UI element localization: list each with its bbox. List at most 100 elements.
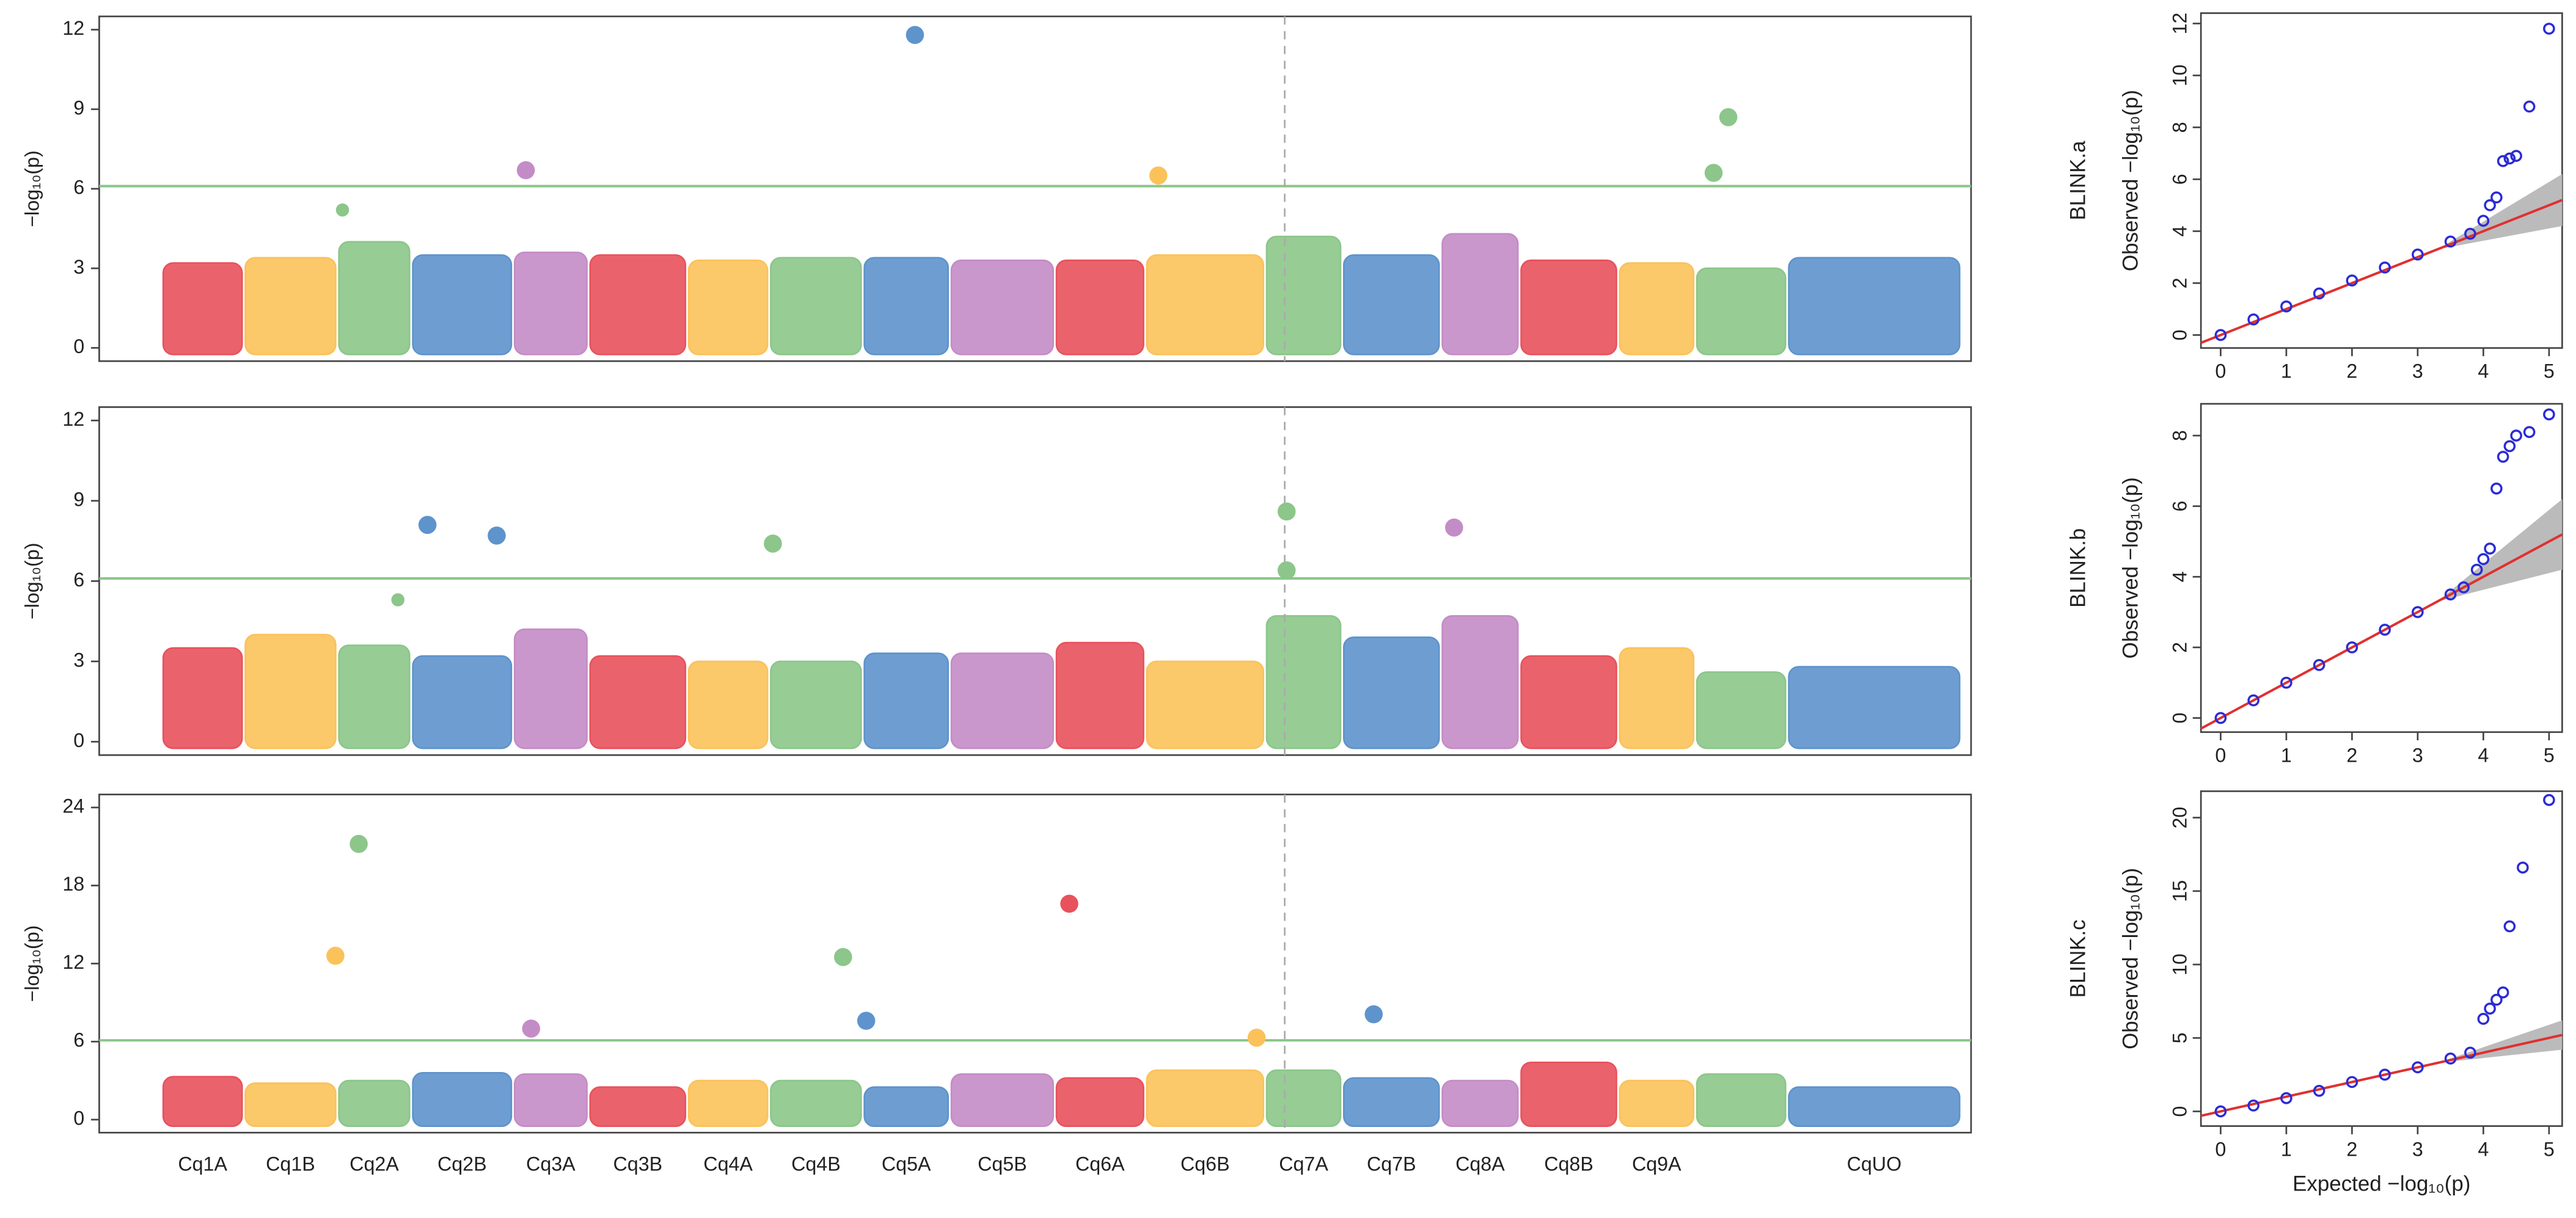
qq-point <box>2247 1099 2259 1112</box>
qq-point <box>2490 191 2503 204</box>
y-tick-label: 6 <box>73 177 84 199</box>
significant-marker <box>1149 166 1168 185</box>
qq-point <box>2247 313 2259 326</box>
qq-point <box>2497 986 2509 999</box>
y-tick-label: 20 <box>2168 807 2190 829</box>
marker-cloud <box>162 1076 243 1128</box>
qq-point <box>2503 152 2516 165</box>
significant-marker <box>1445 518 1463 537</box>
marker-cloud <box>1696 1073 1787 1128</box>
y-tick-label: 0 <box>2168 329 2190 340</box>
marker-cloud <box>513 628 588 749</box>
reference-line <box>2200 1034 2563 1117</box>
qq-point <box>2484 542 2496 555</box>
marker-cloud <box>1055 1077 1144 1128</box>
qq-point <box>2510 150 2522 162</box>
qq-point <box>2543 408 2555 421</box>
y-tick-label: 9 <box>73 488 84 510</box>
qq-point <box>2470 563 2483 576</box>
marker-cloud <box>1788 666 1961 749</box>
reference-line <box>2200 533 2563 730</box>
qq-point <box>2280 676 2292 689</box>
marker-cloud <box>1619 647 1695 749</box>
qq-point <box>2214 329 2227 341</box>
marker-cloud <box>513 1073 588 1128</box>
y-tick-label: 0 <box>2168 1106 2190 1117</box>
y-tick-label: 2 <box>2168 642 2190 653</box>
qq-point <box>2444 235 2457 248</box>
qq-point <box>2497 450 2509 463</box>
y-tick-label: 5 <box>2168 1032 2190 1043</box>
confidence-band <box>2437 173 2563 250</box>
qq-point <box>2484 1002 2496 1015</box>
x-tick-label: Cq7A <box>1279 1153 1328 1175</box>
qq-point <box>2214 712 2227 724</box>
marker-cloud <box>244 1082 337 1128</box>
x-tick-label: Cq9A <box>1632 1153 1681 1175</box>
x-tick-label: Cq6B <box>1180 1153 1230 1175</box>
marker-cloud <box>338 241 411 356</box>
x-tick-label: 4 <box>2478 360 2489 382</box>
y-axis-label: −log₁₀(p) <box>21 543 43 620</box>
x-tick-label: 1 <box>2281 744 2292 766</box>
marker-cloud <box>863 257 950 356</box>
qq-point <box>2444 588 2457 600</box>
marker-cloud <box>770 257 862 356</box>
qq-point <box>2490 482 2503 495</box>
significant-marker <box>1704 164 1723 182</box>
marker-cloud <box>1520 655 1617 749</box>
significant-marker <box>418 516 437 534</box>
marker-cloud <box>1343 1077 1440 1128</box>
x-tick-label: 3 <box>2412 744 2423 766</box>
marker-cloud <box>412 254 513 356</box>
marker-cloud <box>162 262 243 356</box>
significant-marker <box>326 946 345 965</box>
x-tick-label: Cq1B <box>266 1153 315 1175</box>
x-tick-label: 2 <box>2346 1138 2357 1160</box>
y-tick-label: 6 <box>2168 501 2190 512</box>
marker-cloud <box>950 1073 1055 1128</box>
x-tick-label: Cq5A <box>882 1153 931 1175</box>
x-tick-label: 0 <box>2215 360 2226 382</box>
x-tick-label: Cq1A <box>178 1153 227 1175</box>
y-tick-label: 4 <box>2168 571 2190 582</box>
y-axis-label: −log₁₀(p) <box>21 150 43 227</box>
significant-marker <box>391 593 404 607</box>
x-tick-label: Cq5B <box>978 1153 1027 1175</box>
significant-marker <box>1247 1029 1266 1047</box>
marker-cloud <box>1265 614 1342 749</box>
qq-point <box>2503 440 2516 453</box>
significant-marker <box>335 203 349 217</box>
marker-cloud <box>338 644 411 749</box>
y-tick-label: 12 <box>62 408 84 430</box>
marker-cloud <box>1146 660 1265 749</box>
qq-point <box>2412 606 2424 618</box>
qq-point <box>2247 694 2259 707</box>
significant-marker <box>1719 108 1738 126</box>
y-tick-label: 15 <box>2168 880 2190 902</box>
marker-cloud <box>1265 1069 1342 1128</box>
x-tick-label: Cq3B <box>613 1153 662 1175</box>
x-tick-label: CqUO <box>1847 1153 1902 1175</box>
qq-x-label: Expected −log₁₀(p) <box>2292 1172 2470 1195</box>
significant-marker <box>764 534 782 553</box>
marker-cloud <box>589 1086 687 1128</box>
marker-cloud <box>863 1086 950 1128</box>
marker-cloud <box>1146 254 1265 356</box>
x-tick-label: 2 <box>2346 744 2357 766</box>
significant-marker <box>522 1019 541 1038</box>
y-tick-label: 24 <box>62 795 84 817</box>
marker-cloud <box>863 652 950 749</box>
marker-cloud <box>1055 259 1144 356</box>
significant-marker <box>1060 894 1078 913</box>
significant-marker <box>488 527 506 545</box>
marker-cloud <box>770 660 862 749</box>
qq-point <box>2464 1046 2476 1059</box>
confidence-band <box>2437 499 2563 602</box>
x-tick-label: 3 <box>2412 360 2423 382</box>
qq-point <box>2464 227 2476 240</box>
qq-point <box>2523 100 2536 113</box>
x-tick-label: Cq4A <box>703 1153 753 1175</box>
x-tick-label: 5 <box>2544 744 2555 766</box>
qq-point <box>2477 1013 2490 1025</box>
